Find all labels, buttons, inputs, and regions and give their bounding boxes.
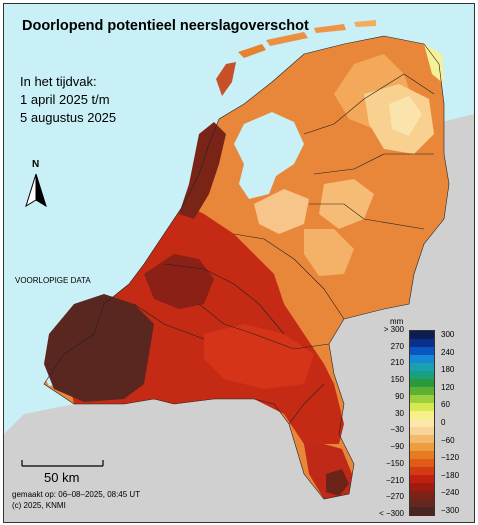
legend-left-tick: −210 bbox=[385, 475, 404, 485]
legend-swatch bbox=[410, 379, 434, 388]
deficit-zone-limburg-dark bbox=[326, 469, 349, 496]
vlieland bbox=[238, 44, 266, 58]
surplus-zone-gelderland bbox=[304, 229, 354, 276]
legend-right-tick: −120 bbox=[441, 453, 460, 463]
map-title: Doorlopend potentieel neerslagoverschot bbox=[22, 18, 309, 34]
preliminary-data-label: VOORLOPIGE DATA bbox=[15, 276, 91, 285]
legend-left-tick: −90 bbox=[390, 442, 404, 452]
legend-swatch bbox=[410, 363, 434, 372]
scale-bar-label: 50 km bbox=[44, 470, 80, 485]
legend-swatch bbox=[410, 371, 434, 380]
period-label: In het tijdvak: bbox=[20, 74, 97, 89]
legend-left-tick: > 300 bbox=[383, 325, 404, 334]
legend-left-tick: 30 bbox=[395, 408, 404, 418]
legend-swatch bbox=[410, 459, 434, 468]
legend-swatch bbox=[410, 427, 434, 436]
legend-swatch bbox=[410, 339, 434, 348]
legend-colorbar bbox=[409, 330, 435, 516]
legend-swatch bbox=[410, 443, 434, 452]
precipitation-map bbox=[4, 20, 474, 522]
legend-right-tick: −300 bbox=[441, 506, 460, 515]
province-borders bbox=[43, 35, 450, 500]
schiermonnikoog bbox=[354, 20, 376, 27]
north-label: N bbox=[32, 159, 40, 170]
legend-swatch bbox=[410, 483, 434, 492]
legend-left-tick: 210 bbox=[390, 358, 404, 368]
legend-swatch bbox=[410, 419, 434, 428]
surplus-zone-flevoland bbox=[254, 189, 309, 234]
legend-right-tick: 60 bbox=[441, 400, 450, 410]
legend-swatch bbox=[410, 331, 434, 340]
legend-swatch bbox=[410, 411, 434, 420]
texel bbox=[216, 62, 236, 96]
legend-right-tick: −60 bbox=[441, 435, 455, 445]
legend-swatch bbox=[410, 507, 434, 516]
legend-swatch bbox=[410, 491, 434, 500]
legend-right-tick: 240 bbox=[441, 347, 455, 357]
ijsselmeer bbox=[234, 112, 304, 199]
legend-right-tick: 120 bbox=[441, 382, 455, 392]
legend-swatch bbox=[410, 403, 434, 412]
ameland bbox=[314, 24, 346, 33]
deficit-zone-zeeland bbox=[44, 294, 154, 402]
legend-swatch bbox=[410, 395, 434, 404]
legend-swatch bbox=[410, 499, 434, 508]
legend-left-tick: −270 bbox=[385, 492, 404, 502]
north-arrow-icon bbox=[25, 173, 47, 208]
legend-swatch bbox=[410, 475, 434, 484]
surplus-zone-groningen bbox=[389, 96, 422, 136]
legend-right-tick: 0 bbox=[441, 418, 446, 427]
legend-left-tick: < −300 bbox=[379, 509, 404, 518]
legend-right-tick: −180 bbox=[441, 470, 460, 480]
legend-swatch bbox=[410, 451, 434, 460]
made-on-label: gemaakt op: 06–08–2025, 08:45 UT bbox=[12, 490, 141, 499]
legend-right-tick: −240 bbox=[441, 488, 460, 498]
legend-left-tick: −150 bbox=[385, 458, 404, 468]
scale-bar bbox=[21, 460, 104, 467]
legend-left-tick: 90 bbox=[395, 391, 404, 401]
legend-right-tick: 300 bbox=[441, 330, 455, 339]
legend-swatch bbox=[410, 387, 434, 396]
deficit-zone-brabant bbox=[204, 324, 314, 389]
legend-swatch bbox=[410, 435, 434, 444]
terschelling bbox=[266, 32, 308, 46]
legend-unit: mm bbox=[390, 317, 404, 326]
legend-left-tick: 270 bbox=[390, 341, 404, 351]
legend-swatch bbox=[410, 467, 434, 476]
map-frame: Doorlopend potentieel neerslagoverschot … bbox=[3, 3, 475, 523]
deficit-zone-rotterdam bbox=[144, 254, 214, 309]
legend-left-tick: −30 bbox=[390, 425, 404, 435]
legend-swatch bbox=[410, 355, 434, 364]
period-end: 5 augustus 2025 bbox=[20, 110, 117, 125]
period-start: 1 april 2025 t/m bbox=[20, 92, 110, 107]
legend-left-tick: 150 bbox=[390, 375, 404, 385]
legend-swatch bbox=[410, 347, 434, 356]
legend-right-tick: 180 bbox=[441, 365, 455, 375]
germany-land bbox=[329, 114, 474, 522]
surplus-zone-eemshaven bbox=[424, 44, 444, 84]
copyright-label: (c) 2025, KNMI bbox=[12, 501, 66, 510]
deficit-zone-coast bbox=[179, 122, 226, 219]
